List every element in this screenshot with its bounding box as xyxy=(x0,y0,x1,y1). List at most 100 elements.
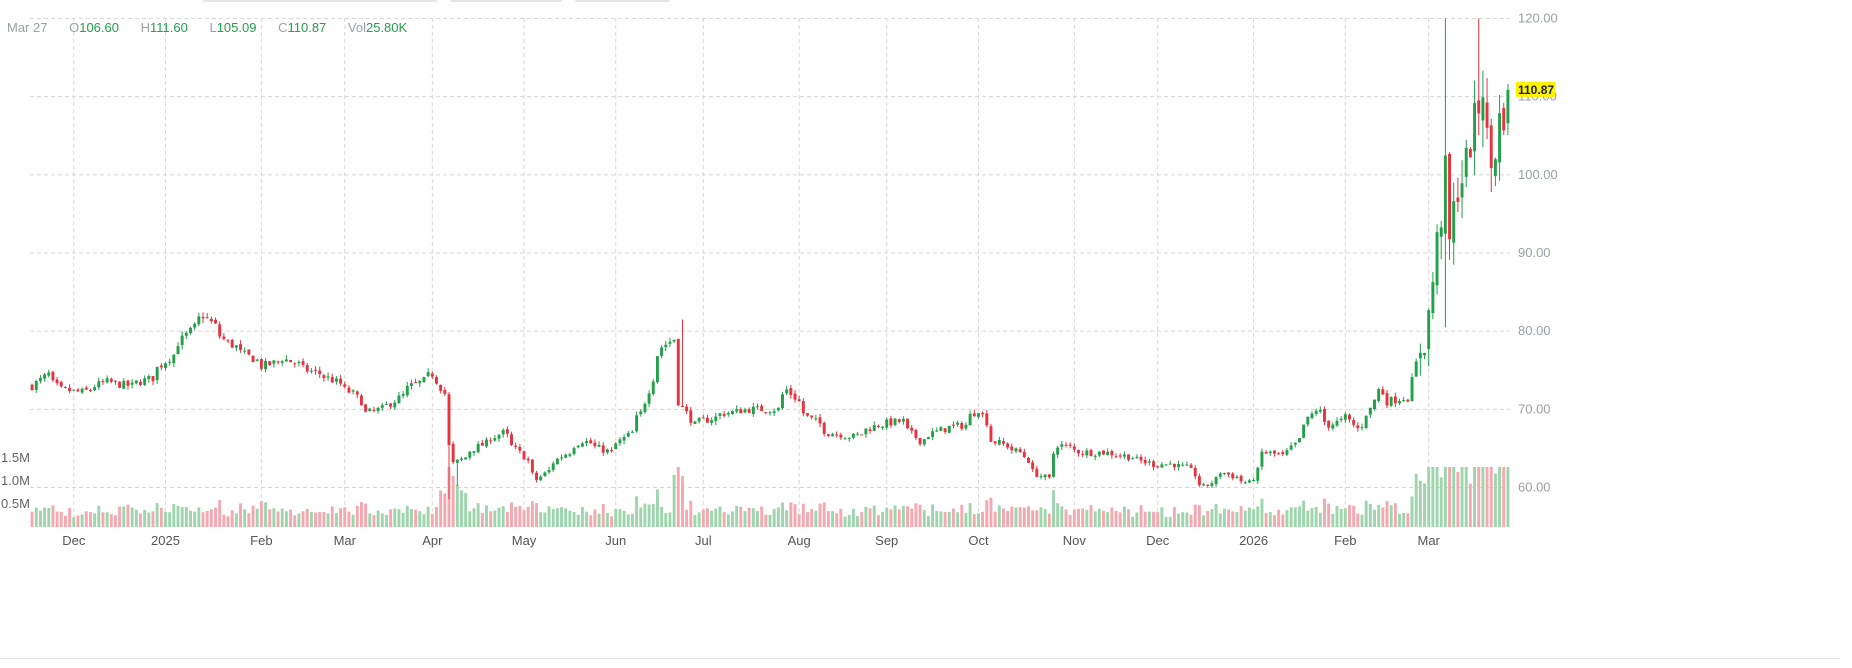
candle-body xyxy=(976,413,980,417)
volume-bar xyxy=(539,512,543,527)
volume-bar xyxy=(376,510,380,527)
volume-bar xyxy=(1277,509,1281,527)
volume-bar xyxy=(97,505,101,527)
volume-bar xyxy=(1043,509,1047,527)
price-axis-label: 80.00 xyxy=(1518,323,1551,338)
candle-body xyxy=(1056,447,1060,455)
volume-bar xyxy=(1343,508,1347,527)
volume-bar xyxy=(218,499,222,527)
candle-body xyxy=(910,427,914,431)
time-axis-label: May xyxy=(512,533,537,548)
candle-body xyxy=(1031,462,1035,469)
candle-body xyxy=(1185,464,1189,466)
volume-bar xyxy=(380,513,384,527)
volume-bar xyxy=(55,511,59,527)
candle-body xyxy=(1118,455,1122,457)
candle-body xyxy=(1206,484,1210,486)
candle-body xyxy=(547,470,551,473)
volume-bar xyxy=(1331,513,1335,527)
candle-body xyxy=(501,429,505,435)
volume-bar xyxy=(1373,509,1376,527)
candle-body xyxy=(1377,389,1381,401)
volume-bar xyxy=(535,503,538,527)
candle-body xyxy=(514,445,518,447)
volume-bar xyxy=(272,508,276,527)
volume-bar xyxy=(405,505,409,527)
volume-bar xyxy=(1081,508,1085,527)
candle-body xyxy=(1081,453,1085,455)
volume-bar xyxy=(468,511,472,527)
time-axis-label: Apr xyxy=(422,533,443,548)
candle-body xyxy=(443,390,447,394)
candle-body xyxy=(343,384,347,387)
volume-bar xyxy=(122,506,126,527)
candle-body xyxy=(497,434,501,439)
volume-bar xyxy=(339,508,343,527)
candle-body xyxy=(410,383,413,387)
candle-body xyxy=(251,355,255,363)
volume-bar xyxy=(639,507,643,527)
volume-bar xyxy=(1481,467,1485,527)
candle-body xyxy=(1356,425,1360,429)
volume-bar xyxy=(1118,512,1122,527)
candle-body xyxy=(572,448,576,454)
volume-bar xyxy=(943,512,947,527)
volume-bar xyxy=(1077,508,1080,527)
volume-bar xyxy=(389,509,393,527)
candle-body xyxy=(334,378,338,382)
candle-body xyxy=(159,365,163,368)
candle-body xyxy=(1460,183,1464,198)
toolbar-tab-stub[interactable] xyxy=(203,0,437,2)
volume-bar xyxy=(501,506,505,527)
volume-bar xyxy=(743,511,747,527)
candle-body xyxy=(1097,451,1101,456)
volume-bar xyxy=(901,506,905,527)
candle-body xyxy=(718,413,722,416)
volume-bar xyxy=(739,506,743,527)
candle-body xyxy=(139,381,142,385)
candle-body xyxy=(926,437,930,440)
volume-bar xyxy=(801,503,805,527)
candle-body xyxy=(1473,103,1477,152)
candle-body xyxy=(1156,466,1160,468)
candle-body xyxy=(268,361,272,365)
volume-bar xyxy=(443,493,447,527)
candle-body xyxy=(243,350,247,352)
candle-body xyxy=(1189,464,1193,468)
candle-body xyxy=(781,394,784,409)
last-price-tag xyxy=(1516,81,1555,97)
volume-bar xyxy=(505,512,509,527)
candle-body xyxy=(610,450,614,452)
candle-body xyxy=(701,417,705,419)
candle-body xyxy=(722,413,726,416)
candle-body xyxy=(881,426,885,429)
volume-bar xyxy=(572,512,576,527)
toolbar-tab-stub[interactable] xyxy=(575,0,670,2)
volume-bar xyxy=(947,511,951,527)
volume-bar xyxy=(322,511,326,527)
candle-body xyxy=(1006,443,1010,448)
candle-body xyxy=(1002,441,1005,444)
volume-bar xyxy=(718,506,722,527)
legend-close-value: 110.87 xyxy=(287,20,327,35)
candle-body xyxy=(993,441,997,444)
candle-body xyxy=(105,378,109,383)
volume-bar xyxy=(510,502,513,527)
toolbar-tab-stub[interactable] xyxy=(450,0,562,2)
candle-body xyxy=(864,428,868,435)
volume-bar xyxy=(589,515,593,527)
volume-bar xyxy=(1002,508,1005,527)
volume-bar xyxy=(109,514,113,527)
volume-bar xyxy=(781,502,784,527)
volume-bar xyxy=(772,508,776,527)
time-axis-label: Mar xyxy=(334,533,357,548)
candle-body xyxy=(451,443,455,463)
volume-bar xyxy=(672,475,676,527)
volume-bar xyxy=(1256,506,1260,527)
volume-bar xyxy=(1131,516,1135,527)
volume-bar xyxy=(493,510,497,527)
candle-body xyxy=(685,406,689,412)
time-axis-label: Jun xyxy=(605,533,626,548)
